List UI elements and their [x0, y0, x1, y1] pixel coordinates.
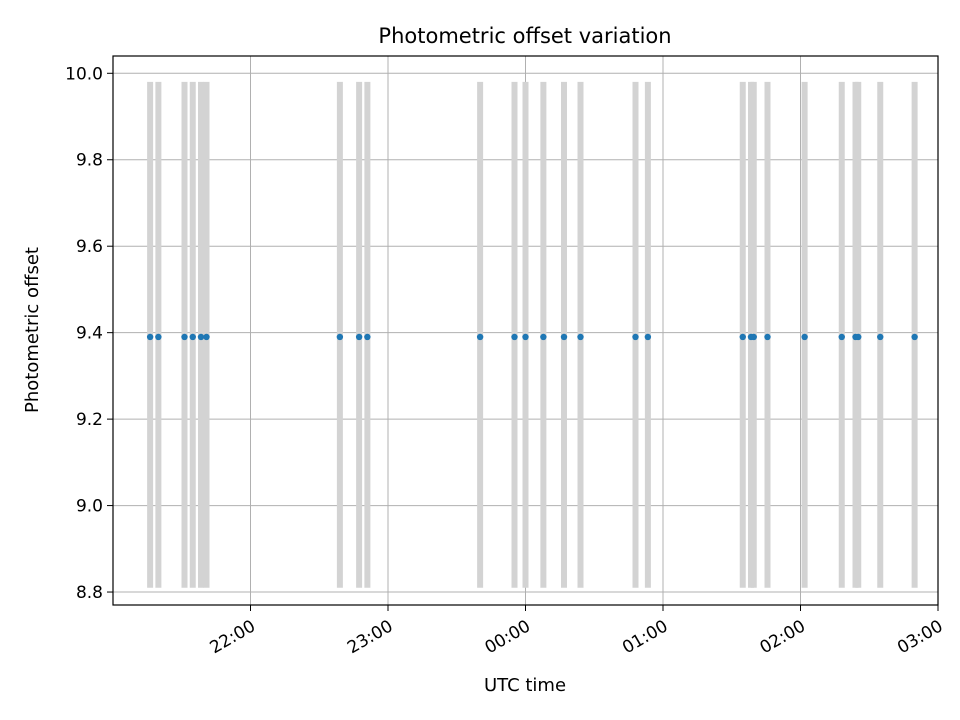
y-axis-ticks: 8.8 9.0 9.2 9.4 9.6 9.8 10.0 — [65, 64, 113, 603]
data-point — [838, 333, 845, 341]
chart-title: Photometric offset variation — [378, 24, 671, 48]
data-point — [750, 333, 757, 341]
data-point — [577, 333, 584, 341]
data-point — [355, 333, 363, 341]
data-point — [540, 333, 547, 341]
data-point — [855, 333, 862, 341]
data-point — [632, 333, 639, 341]
data-point — [476, 333, 484, 341]
data-point — [203, 333, 210, 341]
data-point — [146, 333, 154, 341]
y-axis-label: Photometric offset — [22, 247, 43, 413]
data-point — [911, 333, 918, 341]
data-point — [764, 333, 771, 341]
data-point — [801, 333, 808, 341]
data-point — [336, 333, 344, 341]
x-axis-label: UTC time — [484, 675, 566, 696]
data-point — [877, 333, 884, 341]
data-point — [739, 333, 746, 341]
data-point — [197, 333, 205, 341]
y-tick-label: 9.4 — [76, 324, 103, 344]
data-point — [511, 333, 518, 341]
data-points — [146, 333, 918, 341]
data-point — [155, 333, 162, 341]
data-point — [522, 333, 529, 341]
data-point — [644, 333, 652, 341]
y-tick-label: 9.8 — [76, 151, 103, 171]
data-point — [181, 333, 188, 341]
y-tick-label: 9.2 — [76, 410, 103, 430]
x-axis-ticks: 22:00 23:00 00:00 01:00 02:00 03:00 — [207, 605, 947, 658]
y-tick-label: 10.0 — [65, 64, 103, 84]
data-point — [560, 333, 568, 341]
data-point — [364, 333, 371, 341]
y-tick-label: 9.0 — [76, 497, 103, 517]
data-point — [189, 333, 196, 341]
y-tick-label: 9.6 — [76, 237, 103, 257]
y-tick-label: 8.8 — [76, 583, 103, 603]
